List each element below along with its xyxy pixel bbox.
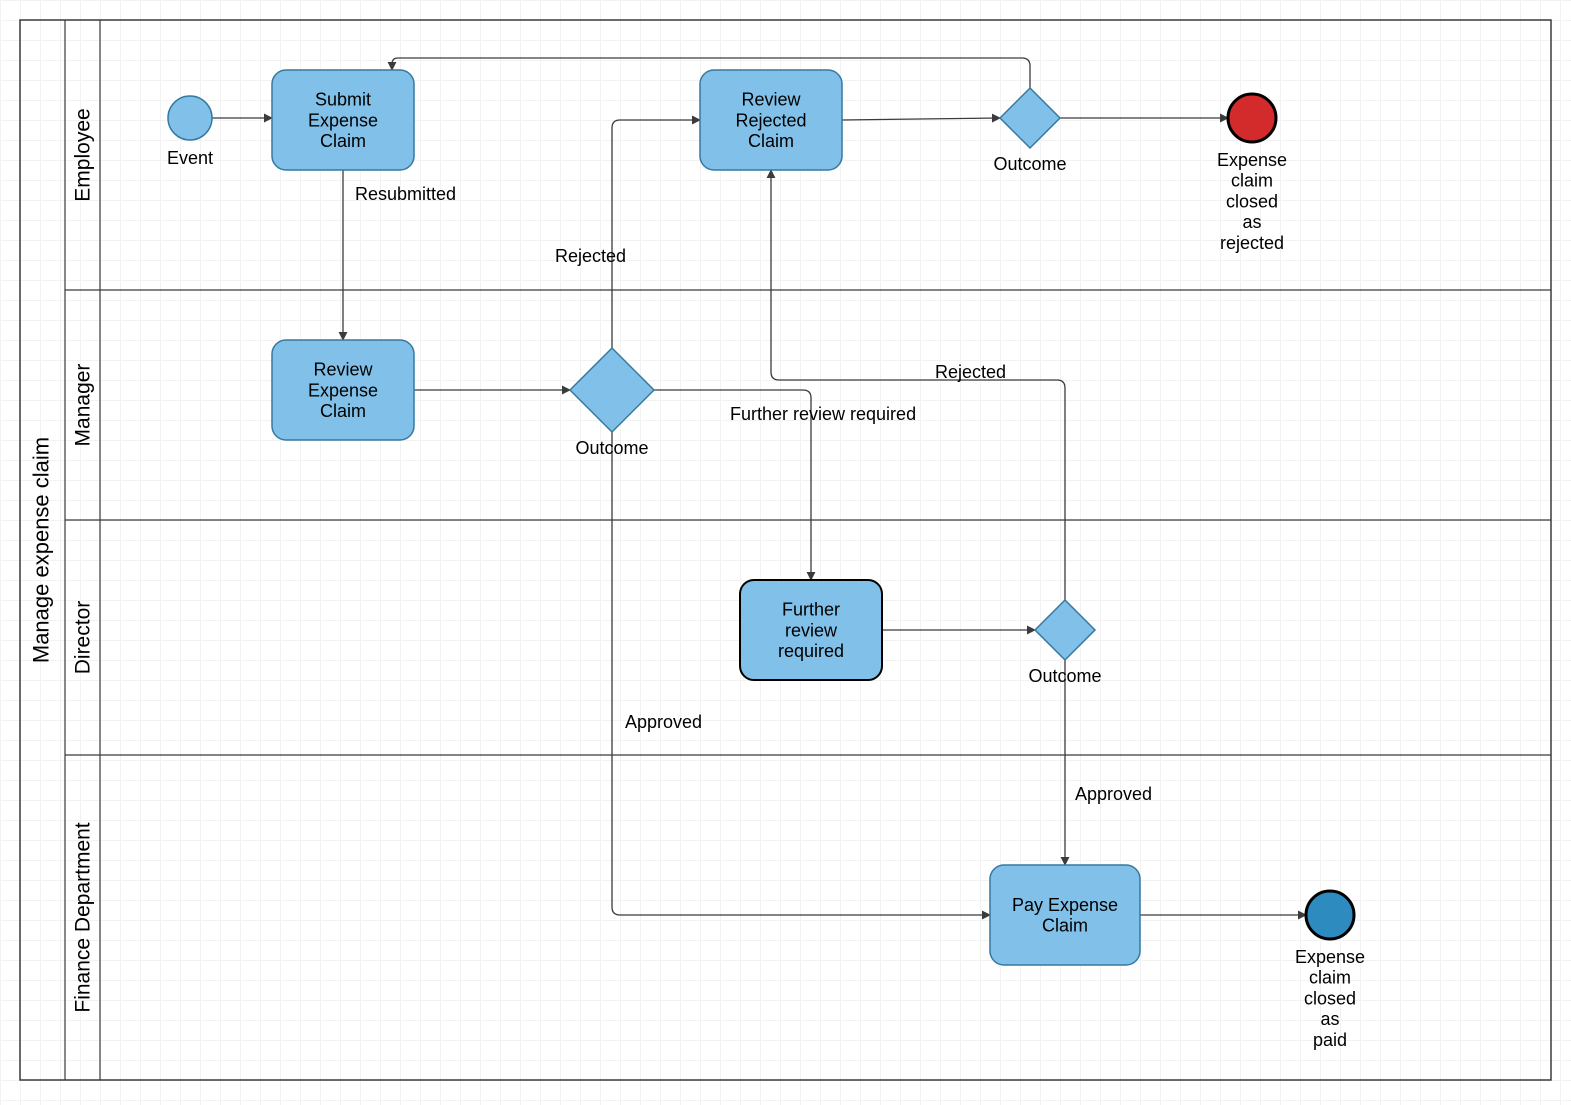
node-gw-dir: Outcome xyxy=(1028,600,1101,686)
node-submit: SubmitExpenseClaim xyxy=(272,70,414,170)
edge-label-e4: Rejected xyxy=(555,246,626,266)
end-event-circle xyxy=(1306,891,1354,939)
node-gw-mgr: Outcome xyxy=(570,348,654,458)
edge-e4 xyxy=(612,120,700,348)
lane-title-director: Director xyxy=(72,601,95,675)
lane-title-finance: Finance Department xyxy=(72,822,95,1012)
node-start: Event xyxy=(167,96,213,168)
gateway-label: Outcome xyxy=(575,438,648,458)
edge-label-e12: Approved xyxy=(1075,784,1152,804)
node-gw-emp: Outcome xyxy=(993,88,1066,174)
edge-e11 xyxy=(771,170,1065,600)
gateway-label: Outcome xyxy=(993,154,1066,174)
end-event-label: Expenseclaimclosedasrejected xyxy=(1217,150,1287,253)
gateway-diamond xyxy=(570,348,654,432)
bpmn-diagram: Manage expense claim Employee Manager Dire… xyxy=(0,0,1571,1105)
end-event-label: Expenseclaimclosedaspaid xyxy=(1295,947,1365,1050)
gateway-label: Outcome xyxy=(1028,666,1101,686)
edge-label-e6: Approved xyxy=(625,712,702,732)
node-review-rejected: ReviewRejectedClaim xyxy=(700,70,842,170)
node-pay-claim: Pay ExpenseClaim xyxy=(990,865,1140,965)
task-label: Furtherreviewrequired xyxy=(778,600,844,661)
start-event-circle xyxy=(168,96,212,140)
lane-title-employee: Employee xyxy=(72,108,95,201)
node-further-review: Furtherreviewrequired xyxy=(740,580,882,680)
edge-label-e2: Resubmitted xyxy=(355,184,456,204)
edge-e7 xyxy=(842,118,1000,120)
lane-title-manager: Manager xyxy=(72,364,95,447)
pool-title: Manage expense claim xyxy=(29,437,54,663)
node-end-paid: Expenseclaimclosedaspaid xyxy=(1295,891,1365,1050)
node-end-rejected: Expenseclaimclosedasrejected xyxy=(1217,94,1287,253)
start-event-label: Event xyxy=(167,148,213,168)
end-event-circle xyxy=(1228,94,1276,142)
gateway-diamond xyxy=(1000,88,1060,148)
edge-label-e5: Further review required xyxy=(730,404,916,424)
node-review-claim: ReviewExpenseClaim xyxy=(272,340,414,440)
gateway-diamond xyxy=(1035,600,1095,660)
edge-label-e11: Rejected xyxy=(935,362,1006,382)
diagram-canvas: { "diagram": { "type": "flowchart", "bac… xyxy=(0,0,1571,1105)
